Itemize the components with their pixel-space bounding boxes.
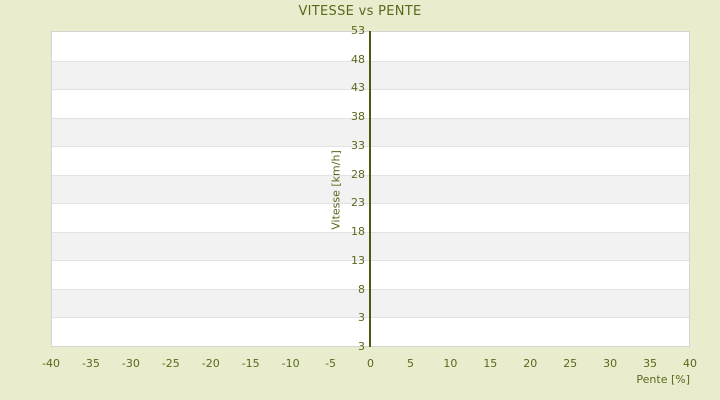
x-axis-label: Pente [%]	[636, 373, 690, 386]
y-axis-bottom-tick-label: 3	[358, 340, 365, 353]
x-tick-label: -30	[121, 357, 140, 370]
x-tick-label: 20	[523, 357, 538, 370]
x-tick-label: -25	[161, 357, 180, 370]
y-tick-label: 33	[351, 138, 365, 152]
y-tick-label: 18	[351, 225, 365, 239]
y-axis-label: Vitesse [km/h]	[329, 150, 343, 230]
y-tick-label: 53	[351, 24, 365, 37]
x-tick-label: 25	[563, 357, 578, 370]
x-tick-label: 10	[443, 357, 458, 370]
x-tick-label: -15	[241, 357, 260, 370]
y-tick-label: 43	[351, 81, 365, 95]
x-tick-label: 5	[406, 357, 414, 370]
x-tick-label: 35	[643, 357, 658, 370]
y-tick-label: 23	[351, 196, 365, 210]
x-tick-label: 40	[683, 357, 697, 370]
y-tick-label: 38	[351, 110, 365, 124]
x-tick-label: -35	[81, 357, 100, 370]
x-tick-label: 30	[603, 357, 618, 370]
y-tick-label: 28	[351, 167, 365, 181]
chart-title: VITESSE vs PENTE	[298, 4, 422, 19]
y-tick-label: 3	[358, 311, 365, 325]
y-tick-label: 13	[351, 253, 365, 267]
x-tick-label: -40	[42, 357, 60, 370]
x-tick-label: 15	[483, 357, 498, 370]
x-tick-label: 0	[367, 357, 374, 370]
x-tick-label: -5	[325, 357, 337, 370]
x-tick-label: -20	[201, 357, 220, 370]
y-tick-label: 8	[358, 282, 365, 296]
y-tick-label: 48	[351, 52, 365, 66]
zero-axis-line	[369, 31, 371, 347]
x-tick-label: -10	[281, 357, 300, 370]
